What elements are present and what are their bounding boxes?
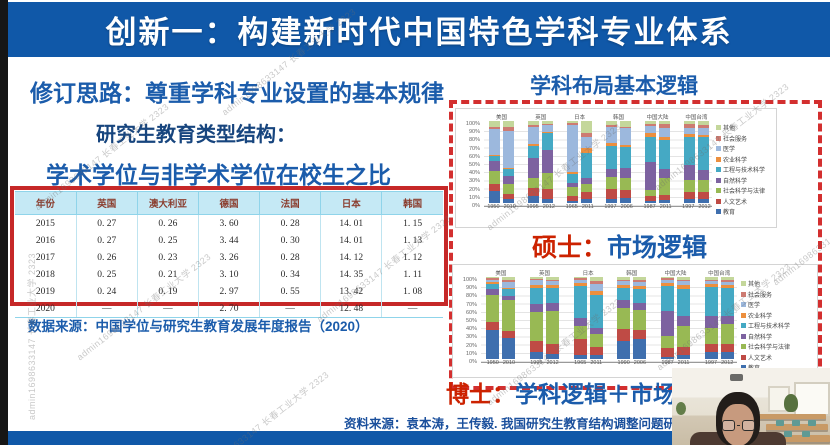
classroom-chair <box>792 420 800 426</box>
footer-source-note: 资料来源：袁本涛，王传毅. 我国研究生教育结构调整问题研究[ <box>344 417 693 431</box>
charts-dashed-frame <box>449 100 822 390</box>
classroom-desk <box>766 424 828 430</box>
chart-master-market: 100% 90% 80% 70% 60% 50% 40% 30% 20% 10% 0% 美国 1950 2… <box>452 264 818 378</box>
slide-title-banner: 创新一：构建新时代中国特色学科专业体系 <box>8 2 830 57</box>
classroom-plant <box>784 394 798 412</box>
webcam-overlay <box>672 368 830 445</box>
video-left-border <box>0 0 8 445</box>
classroom-chair <box>784 431 792 437</box>
heading-education-type-structure: 研究生教育类型结构： <box>96 124 296 146</box>
heading-doctor-prefix: 博士： <box>446 381 515 407</box>
ceiling-projector <box>730 374 743 381</box>
heading-master-logic: 硕士：市场逻辑 <box>532 228 707 264</box>
classroom-desk <box>758 414 826 419</box>
ratio-table: 年份 英国 澳大利亚 德国 法国 日本 韩国 2015 0. 27 0. 26 3. 60 0. 28… <box>15 191 443 318</box>
presenter-face <box>722 404 754 445</box>
classroom-window <box>794 382 830 416</box>
chart-discipline-layout: 100% 90% 80% 70% 60% 50% 40% 30% 20% 10% 0% 美国 1950 2… <box>455 108 777 228</box>
heading-discipline-layout-logic: 学科布局基本逻辑 <box>530 75 698 98</box>
classroom-chair <box>802 431 810 437</box>
heading-degree-ratio: 学术学位与非学术学位在校生之比 <box>46 162 391 188</box>
ratio-table-frame: 年份 英国 澳大利亚 德国 法国 日本 韩国 2015 0. 27 0. 26 3. 60 0. 28… <box>10 186 448 318</box>
data-source-note: 数据来源：中国学位与研究生教育发展年度报告（2020） <box>28 319 369 334</box>
glasses-lens <box>741 420 755 431</box>
classroom-chair <box>808 420 816 426</box>
slide-title: 创新一：构建新时代中国特色学科专业体系 <box>105 15 733 50</box>
glasses-bridge <box>737 424 740 427</box>
classroom-chair <box>776 420 784 426</box>
heading-revision-approach: 修订思路：尊重学科专业设置的基本规律 <box>30 80 444 106</box>
glasses-lens <box>722 420 736 431</box>
heading-master-text: 市场逻辑 <box>607 234 708 262</box>
bottom-blue-bar <box>8 431 830 445</box>
heading-master-prefix: 硕士： <box>532 234 608 262</box>
presenter-glasses <box>722 420 755 431</box>
classroom-desk <box>772 435 830 442</box>
classroom-plant <box>676 402 686 415</box>
